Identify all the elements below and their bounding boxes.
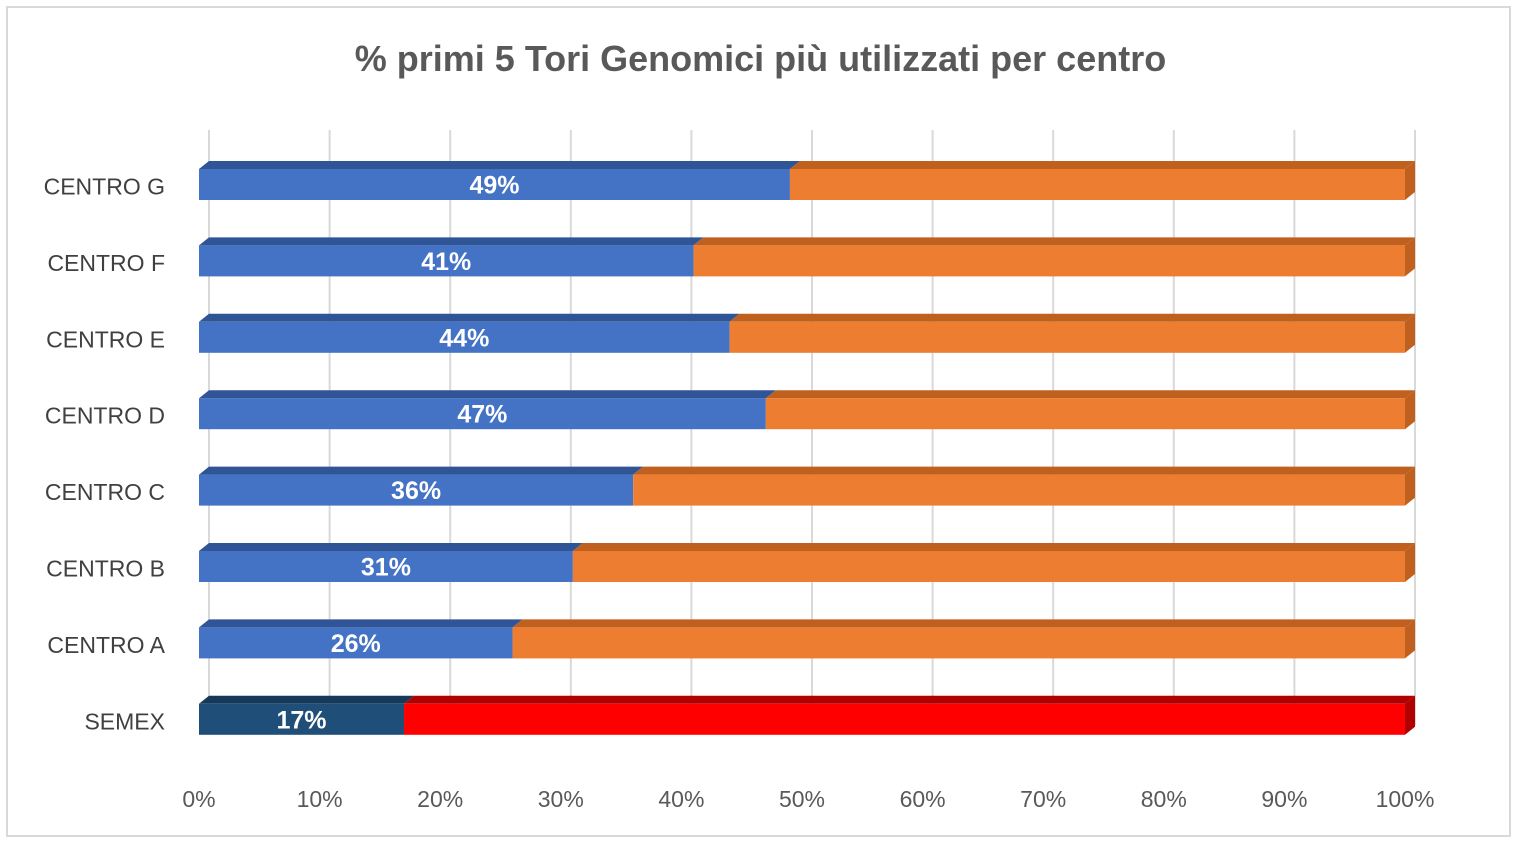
bar-side bbox=[1405, 695, 1415, 735]
bar-top-remainder bbox=[765, 390, 1415, 399]
bar-top-primary bbox=[199, 466, 644, 475]
x-tick-label: 80% bbox=[1141, 786, 1187, 812]
category-label: CENTRO F bbox=[47, 250, 165, 276]
bar-primary bbox=[199, 703, 405, 735]
x-tick-label: 60% bbox=[900, 786, 946, 812]
bar-top-remainder bbox=[572, 543, 1415, 551]
category-label: CENTRO D bbox=[45, 403, 165, 429]
bar-side bbox=[1405, 543, 1415, 582]
bar-top-remainder bbox=[789, 161, 1415, 169]
x-tick-label: 90% bbox=[1261, 786, 1307, 812]
data-label: 31% bbox=[361, 554, 411, 582]
bar-primary bbox=[199, 474, 634, 506]
bar-primary bbox=[199, 627, 513, 659]
category-label: CENTRO C bbox=[45, 479, 165, 505]
bar-remainder bbox=[765, 398, 1405, 430]
labels: 0% 10% 20% 30% 40% 50% 60% 70% 80% 90% 100% CENTRO … bbox=[44, 172, 1435, 813]
bar-side bbox=[1405, 390, 1415, 430]
category-label: SEMEX bbox=[84, 708, 165, 734]
data-label: 26% bbox=[331, 630, 381, 658]
bar-primary bbox=[199, 321, 730, 353]
bar-top-primary bbox=[199, 237, 704, 246]
bar-top-primary bbox=[199, 695, 415, 704]
category-label: CENTRO A bbox=[47, 632, 165, 658]
chart-title: % primi 5 Tori Genomici più utilizzati p… bbox=[354, 38, 1167, 79]
bar-primary bbox=[199, 245, 694, 277]
x-tick-label: 100% bbox=[1376, 786, 1435, 812]
bar-remainder bbox=[512, 627, 1405, 659]
bar-top-primary bbox=[199, 313, 740, 322]
data-label: 47% bbox=[457, 401, 507, 429]
bar-primary bbox=[199, 169, 790, 200]
bar-top-primary bbox=[199, 390, 776, 399]
x-tick-label: 50% bbox=[779, 786, 825, 812]
bar-remainder bbox=[693, 245, 1405, 277]
bar-side bbox=[1405, 237, 1415, 277]
bar-top-remainder bbox=[633, 466, 1415, 475]
bar-remainder bbox=[789, 169, 1405, 200]
x-tick-label: 70% bbox=[1020, 786, 1066, 812]
bar-top-remainder bbox=[512, 619, 1415, 628]
bar-side bbox=[1405, 161, 1415, 200]
data-label: 17% bbox=[276, 706, 326, 734]
data-label: 44% bbox=[439, 324, 489, 352]
bar-side bbox=[1405, 313, 1415, 353]
x-tick-label: 40% bbox=[658, 786, 704, 812]
data-label: 36% bbox=[391, 477, 441, 505]
bar-remainder bbox=[633, 474, 1405, 506]
bar-top-remainder bbox=[404, 695, 1415, 704]
x-tick-label: 10% bbox=[297, 786, 343, 812]
bar-top-remainder bbox=[729, 313, 1415, 322]
bar-side bbox=[1405, 466, 1415, 506]
bars bbox=[199, 161, 1415, 735]
x-tick-label: 0% bbox=[182, 786, 215, 812]
bar-primary bbox=[199, 398, 766, 430]
category-label: CENTRO G bbox=[44, 174, 165, 200]
bar-top-remainder bbox=[693, 237, 1415, 246]
x-tick-label: 20% bbox=[417, 786, 463, 812]
x-tick-label: 30% bbox=[538, 786, 584, 812]
bar-primary bbox=[199, 551, 573, 582]
data-label: 41% bbox=[421, 248, 471, 276]
data-label: 49% bbox=[469, 172, 519, 200]
bar-side bbox=[1405, 619, 1415, 659]
bar-remainder bbox=[729, 321, 1405, 353]
category-label: CENTRO B bbox=[46, 556, 165, 582]
bar-remainder bbox=[404, 703, 1405, 735]
bar-remainder bbox=[572, 551, 1405, 582]
category-label: CENTRO E bbox=[46, 326, 165, 352]
bar-top-primary bbox=[199, 161, 800, 169]
bar-top-primary bbox=[199, 543, 583, 551]
bar-top-primary bbox=[199, 619, 523, 628]
